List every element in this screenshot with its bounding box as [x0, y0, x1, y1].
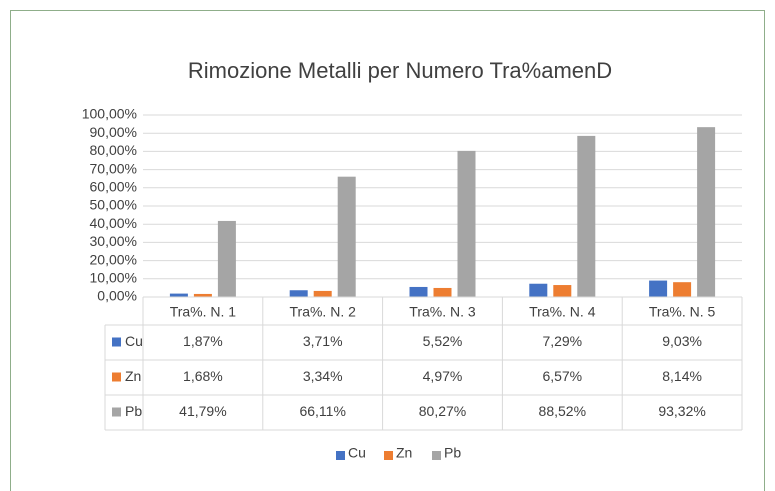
bar — [193, 293, 212, 297]
x-tick-label: Tra%. N. 3 — [409, 304, 476, 320]
y-tick-label: 0,00% — [97, 288, 137, 304]
bar — [553, 285, 572, 297]
table-series-name: Cu — [125, 333, 143, 349]
legend-label: Cu — [348, 445, 366, 461]
y-tick-label: 40,00% — [90, 215, 137, 231]
table-cell: 5,52% — [423, 333, 463, 349]
y-tick-label: 20,00% — [90, 251, 137, 267]
table-cell: 4,97% — [423, 368, 463, 384]
table-cell: 1,87% — [183, 333, 223, 349]
bar — [169, 293, 188, 297]
bar — [289, 290, 308, 297]
bar — [649, 280, 668, 297]
y-tick-label: 80,00% — [90, 142, 137, 158]
table-cell: 3,34% — [303, 368, 343, 384]
bar — [577, 135, 596, 297]
chart-title: Rimozione Metalli per Numero Tra%amenD — [188, 58, 612, 83]
y-tick-label: 70,00% — [90, 160, 137, 176]
y-tick-label: 30,00% — [90, 233, 137, 249]
x-tick-label: Tra%. N. 5 — [649, 304, 716, 320]
table-series-name: Pb — [125, 403, 142, 419]
table-cell: 66,11% — [299, 403, 345, 419]
table-cell: 88,52% — [539, 403, 586, 419]
table-cell: 3,71% — [303, 333, 343, 349]
bar — [673, 282, 692, 297]
legend-key — [336, 451, 345, 460]
table-cell: 93,32% — [658, 403, 705, 419]
y-tick-label: 50,00% — [90, 197, 137, 213]
bar — [409, 286, 428, 297]
bar — [697, 127, 716, 298]
y-tick-label: 10,00% — [90, 270, 137, 286]
table-series-name: Zn — [125, 368, 141, 384]
table-cell: 7,29% — [542, 333, 582, 349]
table-cell: 1,68% — [183, 368, 223, 384]
bar — [433, 287, 452, 297]
y-tick-label: 90,00% — [90, 124, 137, 140]
legend-key — [384, 451, 393, 460]
legend-key — [432, 451, 441, 460]
legend-label: Zn — [396, 445, 412, 461]
y-tick-label: 60,00% — [90, 179, 137, 195]
legend-label: Pb — [444, 445, 461, 461]
x-tick-label: Tra%. N. 2 — [290, 304, 357, 320]
table-cell: 8,14% — [662, 368, 702, 384]
chart-frame — [10, 10, 765, 491]
bar — [457, 150, 476, 297]
table-legend-key — [112, 372, 121, 382]
bar — [313, 290, 332, 297]
table-cell: 41,79% — [179, 403, 226, 419]
table-cell: 80,27% — [419, 403, 466, 419]
bar — [217, 220, 236, 297]
x-tick-label: Tra%. N. 1 — [170, 304, 237, 320]
table-cell: 6,57% — [542, 368, 582, 384]
x-tick-label: Tra%. N. 4 — [529, 304, 596, 320]
bar — [337, 176, 356, 297]
y-tick-label: 100,00% — [82, 106, 137, 122]
table-cell: 9,03% — [662, 333, 702, 349]
bar — [529, 283, 548, 297]
table-legend-key — [112, 337, 121, 347]
table-legend-key — [112, 407, 121, 417]
